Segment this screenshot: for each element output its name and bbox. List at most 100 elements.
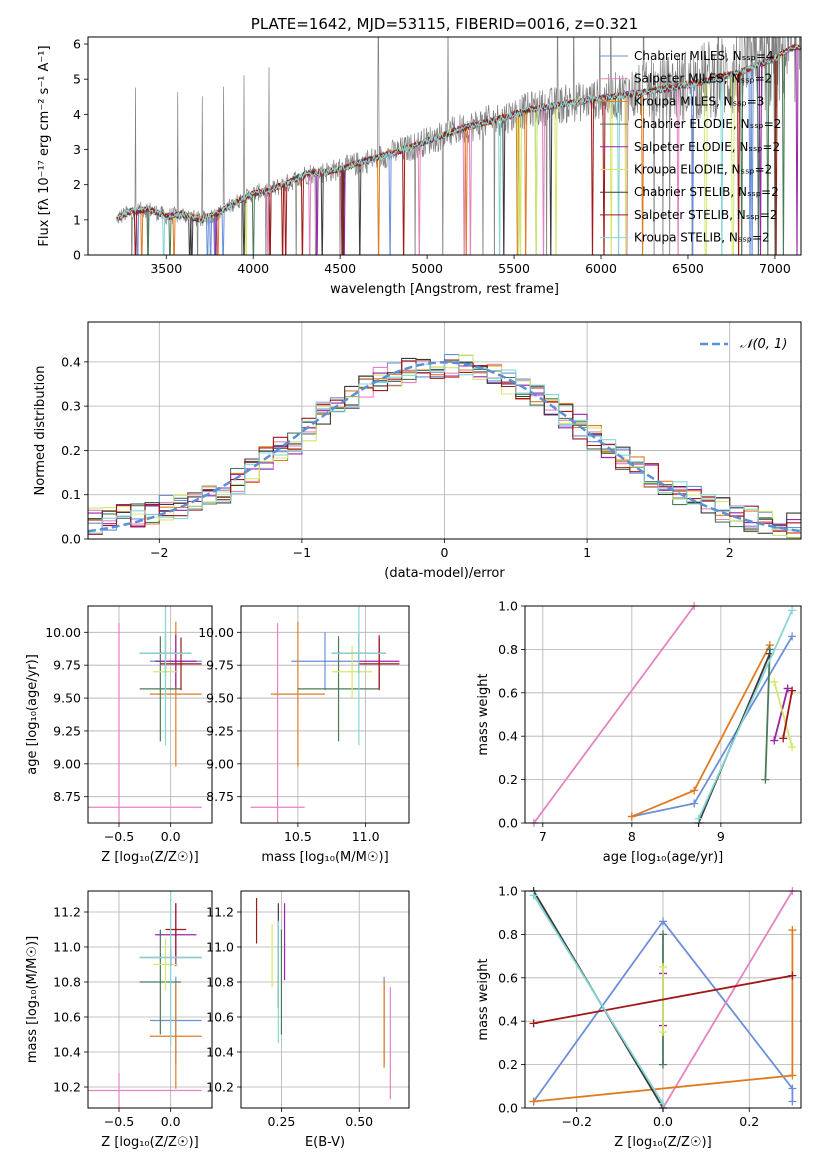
weight_vs_age-ylabel: mass weight	[476, 673, 491, 755]
errorbar-salpeter_miles	[88, 623, 202, 823]
weight-line-salpeter_miles	[533, 605, 695, 824]
spectrum-legend: Chabrier MILES, Nₛₛₚ=4 Salpeter MILES, Nₛ…	[600, 49, 781, 245]
y-tick-label: 9.75	[53, 658, 81, 673]
legend-label: Kroupa MILES, Nₛₛₚ=3	[634, 94, 764, 108]
weight_vs_Z-axes: −0.2 0.0 0.2 0.0 0.2 0.4 0.6 0.8 1.0 Z [log₁₀(Z/Z…	[476, 884, 801, 1150]
legend-label: Chabrier STELIB, Nₛₛₚ=2	[634, 185, 779, 199]
spectrum-plot-area	[116, 37, 801, 255]
weight-marker-chabrier_miles	[788, 1084, 797, 1093]
errorbar-chabrier_miles	[291, 632, 359, 691]
x-tick-label: 0	[441, 545, 449, 560]
legend-label: Salpeter MILES, Nₛₛₚ=2	[634, 72, 772, 86]
y-tick-label: 0.3	[61, 399, 81, 414]
x-tick-label: 11.0	[352, 829, 380, 844]
y-tick-label: 11.2	[206, 905, 234, 920]
weight-marker-chabrier_miles	[659, 917, 667, 926]
errorbar-kroupa_stelib	[331, 606, 386, 746]
weight-line-salpeter_miles	[662, 890, 794, 1109]
weight-line-kroupa_elodie	[773, 681, 793, 748]
x-tick-label: 6500	[672, 261, 704, 276]
x-tick-label: 5500	[498, 261, 530, 276]
y-tick-label: 10.4	[53, 1045, 81, 1060]
y-tick-label: 9.50	[53, 691, 81, 706]
x-tick-label: 3500	[150, 261, 182, 276]
weight-marker-kroupa_stelib	[529, 891, 538, 900]
y-tick-label: 8.75	[206, 789, 234, 804]
residuals-frame	[87, 321, 802, 540]
errorbar-chabrier_elodie	[297, 636, 380, 742]
mass_vs_Z-frame	[87, 890, 213, 1109]
x-tick-label: −1	[293, 545, 311, 560]
errorbar-salpeter_miles	[88, 1073, 202, 1108]
x-tick-label: 0.25	[268, 1114, 296, 1129]
y-tick-label: 11.0	[206, 940, 234, 955]
spectrum-ylabel: Flux [fλ 10⁻¹⁷ erg cm⁻² s⁻¹ A⁻¹]	[37, 45, 52, 246]
legend-label: 𝒩(0, 1)	[740, 337, 787, 352]
weight-marker-kroupa_miles	[788, 926, 797, 935]
y-tick-label: 10.00	[45, 625, 81, 640]
weight-marker-kroupa_miles	[788, 1071, 797, 1080]
weight-marker-salpeter_elodie	[770, 736, 779, 745]
age_vs_mass-plot-area	[250, 606, 400, 823]
weight_vs_Z-plot-area	[529, 887, 797, 1112]
weight-marker-chabrier_elodie	[659, 930, 667, 939]
y-tick-label: 0.1	[61, 487, 81, 502]
weight-line-salpeter_elodie	[773, 688, 789, 741]
residuals-ylabel: Normed distribution	[33, 366, 48, 496]
x-tick-label: 4500	[324, 261, 356, 276]
age_vs_mass-axes: 10.5 11.0 8.75 9.00 9.25 9.50 9.75 10.00 mass [l…	[198, 606, 409, 865]
x-tick-label: 10.5	[284, 829, 312, 844]
weight-marker-kroupa_elodie	[788, 743, 797, 752]
errorbar-kroupa_elodie	[331, 645, 373, 699]
mass_vs_ebv-plot-area	[255, 898, 391, 1100]
y-tick-label: 0.4	[498, 1014, 518, 1029]
residuals-plot-area	[88, 354, 801, 539]
weight_vs_Z-xlabel: Z [log₁₀(Z/Z☉)]	[614, 1135, 711, 1150]
x-tick-label: 0.0	[653, 1114, 673, 1129]
x-tick-label: −0.5	[104, 829, 134, 844]
legend-label: Kroupa STELIB, Nₛₛₚ=2	[634, 231, 770, 245]
y-tick-label: 8.75	[53, 789, 81, 804]
x-tick-label: 7000	[759, 261, 791, 276]
y-tick-label: 0.2	[61, 443, 81, 458]
y-tick-label: 10.2	[53, 1080, 81, 1095]
weight-line-salpeter_stelib	[782, 690, 793, 739]
y-tick-label: 0.4	[61, 354, 81, 369]
spectrum-xlabel: wavelength [Angstrom, rest frame]	[330, 282, 559, 297]
y-tick-label: 0.4	[498, 729, 518, 744]
y-tick-label: 0.8	[498, 642, 518, 657]
y-tick-label: 5	[73, 72, 81, 87]
errorbar-salpeter_miles	[250, 623, 305, 823]
y-tick-label: 0.2	[498, 1057, 518, 1072]
x-tick-label: 4000	[237, 261, 269, 276]
mass_vs_ebv-xlabel: E(B-V)	[305, 1135, 345, 1150]
weight_vs_age-xlabel: age [log₁₀(age/yr)]	[603, 850, 724, 865]
weight-marker-salpeter_stelib	[529, 1019, 538, 1028]
errorbar-kroupa_miles	[270, 621, 325, 767]
age_vs_Z-xlabel: Z [log₁₀(Z/Z☉)]	[101, 850, 198, 865]
weight-marker-salpeter_stelib	[788, 971, 797, 980]
y-tick-label: 10.00	[198, 625, 234, 640]
weight-marker-salpeter_elodie	[783, 684, 792, 693]
errorbar-chabrier_elodie	[139, 636, 181, 742]
errorbar-salpeter_stelib	[358, 637, 400, 691]
weight_vs_Z-ylabel: mass weight	[476, 958, 491, 1040]
y-tick-label: 2	[73, 177, 81, 192]
weight-marker-chabrier_elodie	[659, 1060, 667, 1069]
y-tick-label: 10.2	[206, 1080, 234, 1095]
residuals-legend: 𝒩(0, 1)	[700, 337, 787, 352]
model-line-kroupa_stelib	[116, 43, 801, 255]
y-tick-label: 10.8	[206, 975, 234, 990]
y-tick-label: 9.50	[206, 691, 234, 706]
legend-label: Salpeter STELIB, Nₛₛₚ=2	[634, 208, 778, 222]
weight-marker-kroupa_elodie	[659, 962, 667, 971]
weight-marker-salpeter_stelib	[779, 734, 788, 743]
weight-marker-kroupa_stelib	[694, 814, 703, 823]
errorbar-chabrier_elodie	[139, 929, 181, 1035]
weight_vs_age-plot-area	[529, 602, 797, 827]
weight-marker-kroupa_miles	[627, 812, 636, 821]
weight-line-kroupa_stelib	[532, 894, 664, 1105]
spectrum-frame	[87, 36, 802, 256]
mass_vs_Z-plot-area	[88, 891, 202, 1108]
